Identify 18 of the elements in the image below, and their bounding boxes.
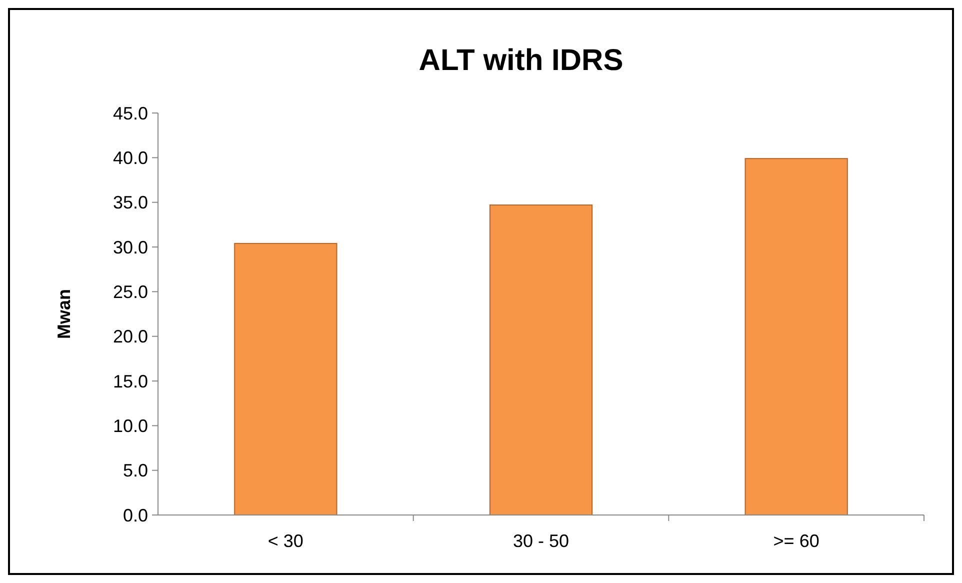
x-tick-label: >= 60: [773, 531, 820, 551]
y-tick-label: 10.0: [112, 416, 148, 436]
y-tick-label: 25.0: [112, 282, 148, 302]
y-tick-label: 20.0: [112, 326, 148, 347]
bar: [234, 242, 338, 516]
x-tick-label: 30 - 50: [512, 531, 570, 551]
x-tick-label: < 30: [268, 531, 304, 551]
y-tick-label: 35.0: [112, 192, 148, 213]
y-tick-label: 0.0: [122, 505, 148, 526]
bar: [744, 158, 848, 516]
y-tick-label: 15.0: [112, 371, 148, 392]
y-tick-label: 40.0: [112, 148, 148, 168]
y-tick-label: 5.0: [122, 460, 148, 481]
chart-title: ALT with IDRS: [418, 44, 624, 77]
y-axis-title: Mwan: [54, 288, 74, 340]
y-tick-label: 45.0: [112, 103, 148, 124]
y-tick-label: 30.0: [112, 237, 148, 258]
bar: [489, 204, 593, 516]
